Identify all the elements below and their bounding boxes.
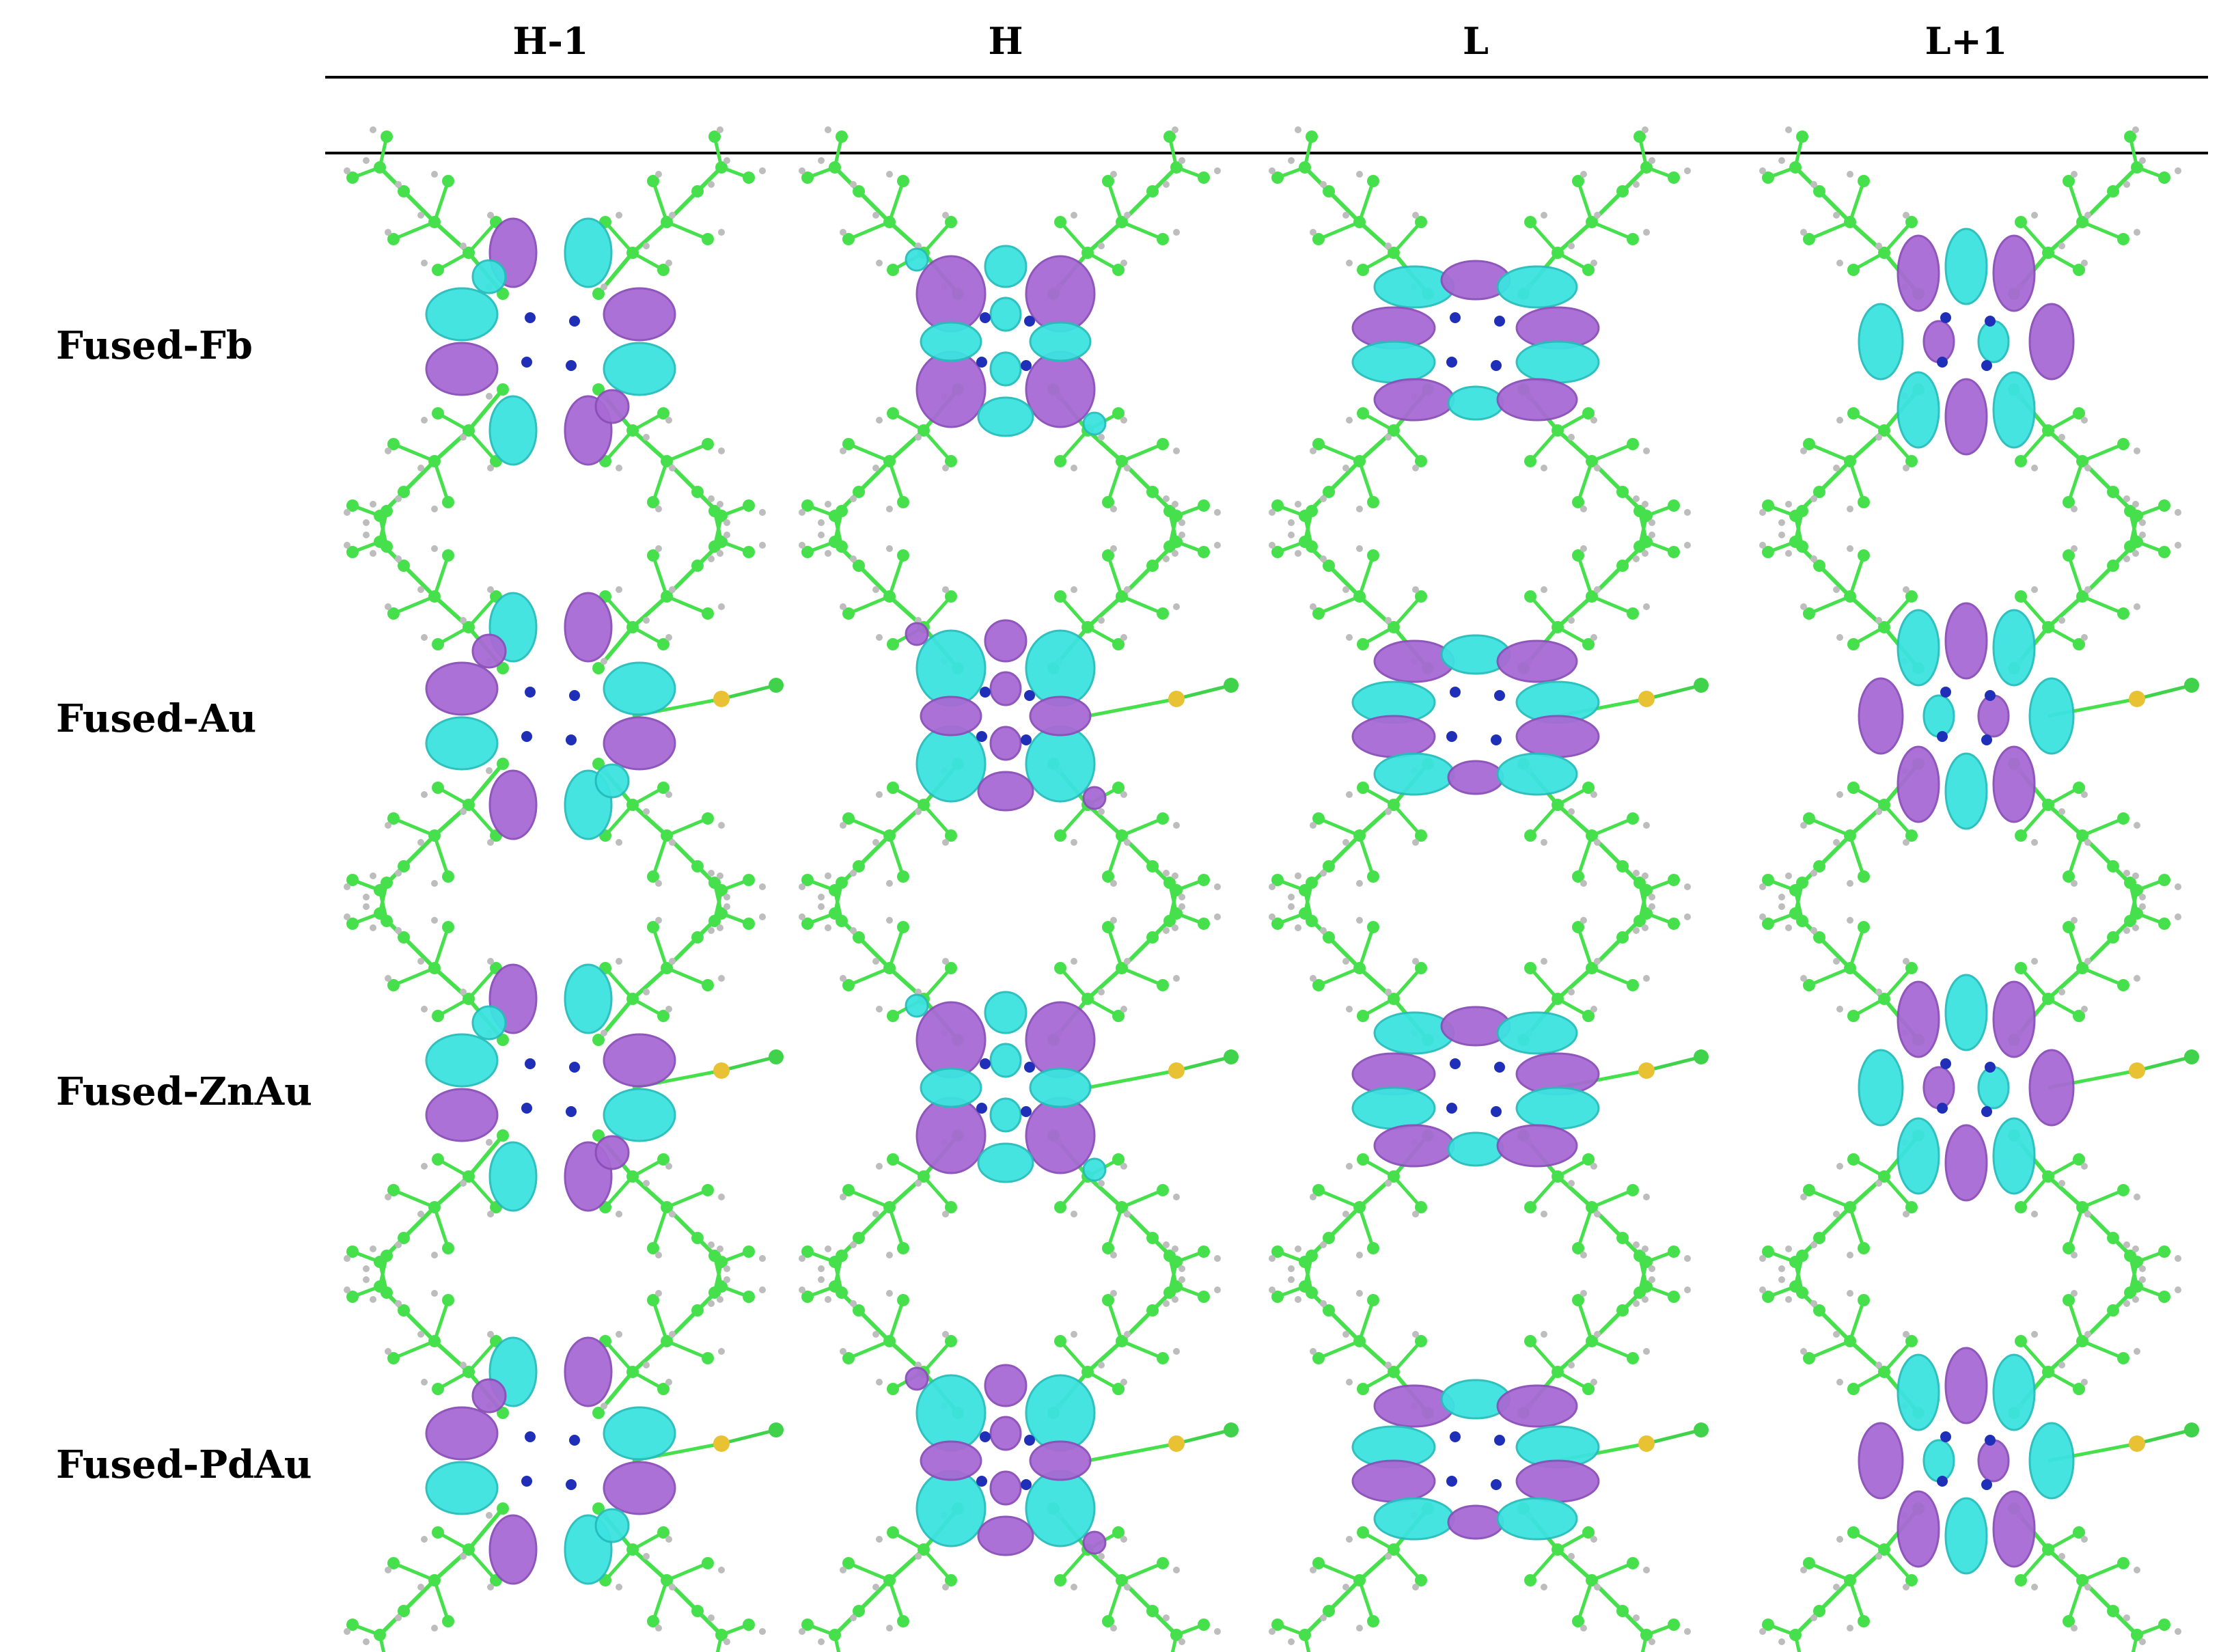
- table-top-rule: [325, 76, 2208, 79]
- orbital-image-r4-c2: [799, 1245, 1239, 1652]
- orbital-image-r3-c3: [1269, 872, 1709, 1303]
- orbital-image-r4-c3: [1269, 1245, 1709, 1652]
- orbital-image-r1-c3: [1269, 126, 1691, 557]
- orbital-image-r3-c2: [799, 872, 1239, 1303]
- orbital-image-r1-c4: [1759, 126, 2181, 557]
- row-label-fused-pdau: Fused-PdAu: [56, 1442, 312, 1487]
- orbital-image-r2-c4: [1759, 501, 2199, 931]
- orbital-image-r2-c3: [1269, 501, 1709, 931]
- orbital-image-r4-c1: [344, 1245, 784, 1652]
- orbital-image-r3-c4: [1759, 872, 2199, 1303]
- row-label-fused-au: Fused-Au: [56, 696, 257, 741]
- column-header-l: L: [1463, 19, 1489, 63]
- table-header-rule: [325, 152, 2208, 154]
- orbital-image-r4-c4: [1759, 1245, 2199, 1652]
- row-label-fused-fb: Fused-Fb: [56, 323, 253, 368]
- orbital-image-r2-c2: [799, 501, 1239, 931]
- column-header-h-minus-1: H-1: [512, 19, 589, 63]
- orbital-image-r1-c1: [344, 126, 766, 557]
- orbital-image-r3-c1: [344, 872, 784, 1303]
- orbital-image-r1-c2: [799, 126, 1221, 557]
- column-header-l-plus-1: L+1: [1925, 19, 2008, 63]
- row-label-fused-znau: Fused-ZnAu: [56, 1069, 312, 1114]
- orbital-image-r2-c1: [344, 501, 784, 931]
- column-header-h: H: [988, 19, 1023, 63]
